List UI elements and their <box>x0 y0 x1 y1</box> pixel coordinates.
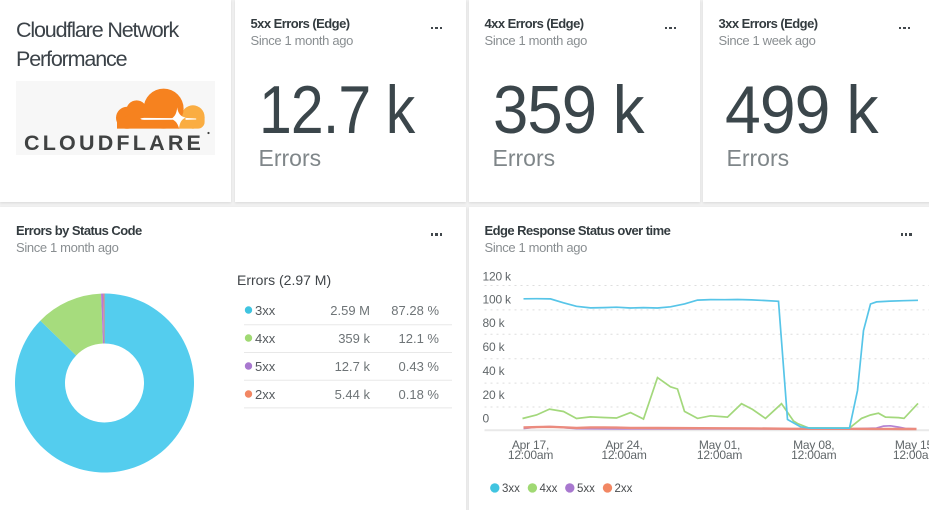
svg-text:12:00am: 12:00am <box>791 447 837 461</box>
svg-text:12.7 k: 12.7 k <box>335 359 371 374</box>
svg-text:CLOUDFLARE: CLOUDFLARE <box>24 131 204 155</box>
svg-text:87.28 %: 87.28 % <box>391 303 439 318</box>
svg-text:5xx: 5xx <box>255 359 276 374</box>
svg-text:20 k: 20 k <box>482 388 505 402</box>
svg-text:2xx: 2xx <box>255 387 276 402</box>
svg-text:3xx: 3xx <box>502 482 520 494</box>
svg-text:359 k: 359 k <box>338 331 370 346</box>
svg-text:3xx: 3xx <box>255 303 276 318</box>
svg-text:May 15,: May 15, <box>894 437 929 451</box>
svg-text:0: 0 <box>482 411 489 425</box>
svg-text:5xx: 5xx <box>577 482 595 494</box>
svg-text:12:00am: 12:00am <box>696 447 742 461</box>
svg-text:12:00am: 12:00am <box>507 447 553 461</box>
svg-text:60 k: 60 k <box>482 339 505 353</box>
svg-text:120 k: 120 k <box>482 269 512 283</box>
svg-text:0.43 %: 0.43 % <box>399 359 440 374</box>
svg-text:80 k: 80 k <box>482 316 505 330</box>
svg-text:5.44 k: 5.44 k <box>335 387 371 402</box>
svg-text:2.59 M: 2.59 M <box>330 303 370 318</box>
svg-text:0.18 %: 0.18 % <box>399 387 440 402</box>
svg-text:12:00am: 12:00am <box>892 447 929 461</box>
svg-text:Apr 17,: Apr 17, <box>511 437 548 451</box>
svg-text:4xx: 4xx <box>255 331 276 346</box>
svg-text:Apr 24,: Apr 24, <box>605 437 642 451</box>
svg-text:4xx: 4xx <box>539 482 557 494</box>
svg-text:May 01,: May 01, <box>698 437 739 451</box>
svg-text:40 k: 40 k <box>482 364 505 378</box>
svg-text:12:00am: 12:00am <box>601 447 647 461</box>
svg-text:2xx: 2xx <box>614 482 632 494</box>
svg-text:May 08,: May 08, <box>793 437 834 451</box>
svg-text:100 k: 100 k <box>482 292 512 306</box>
svg-text:12.1 %: 12.1 % <box>399 331 440 346</box>
